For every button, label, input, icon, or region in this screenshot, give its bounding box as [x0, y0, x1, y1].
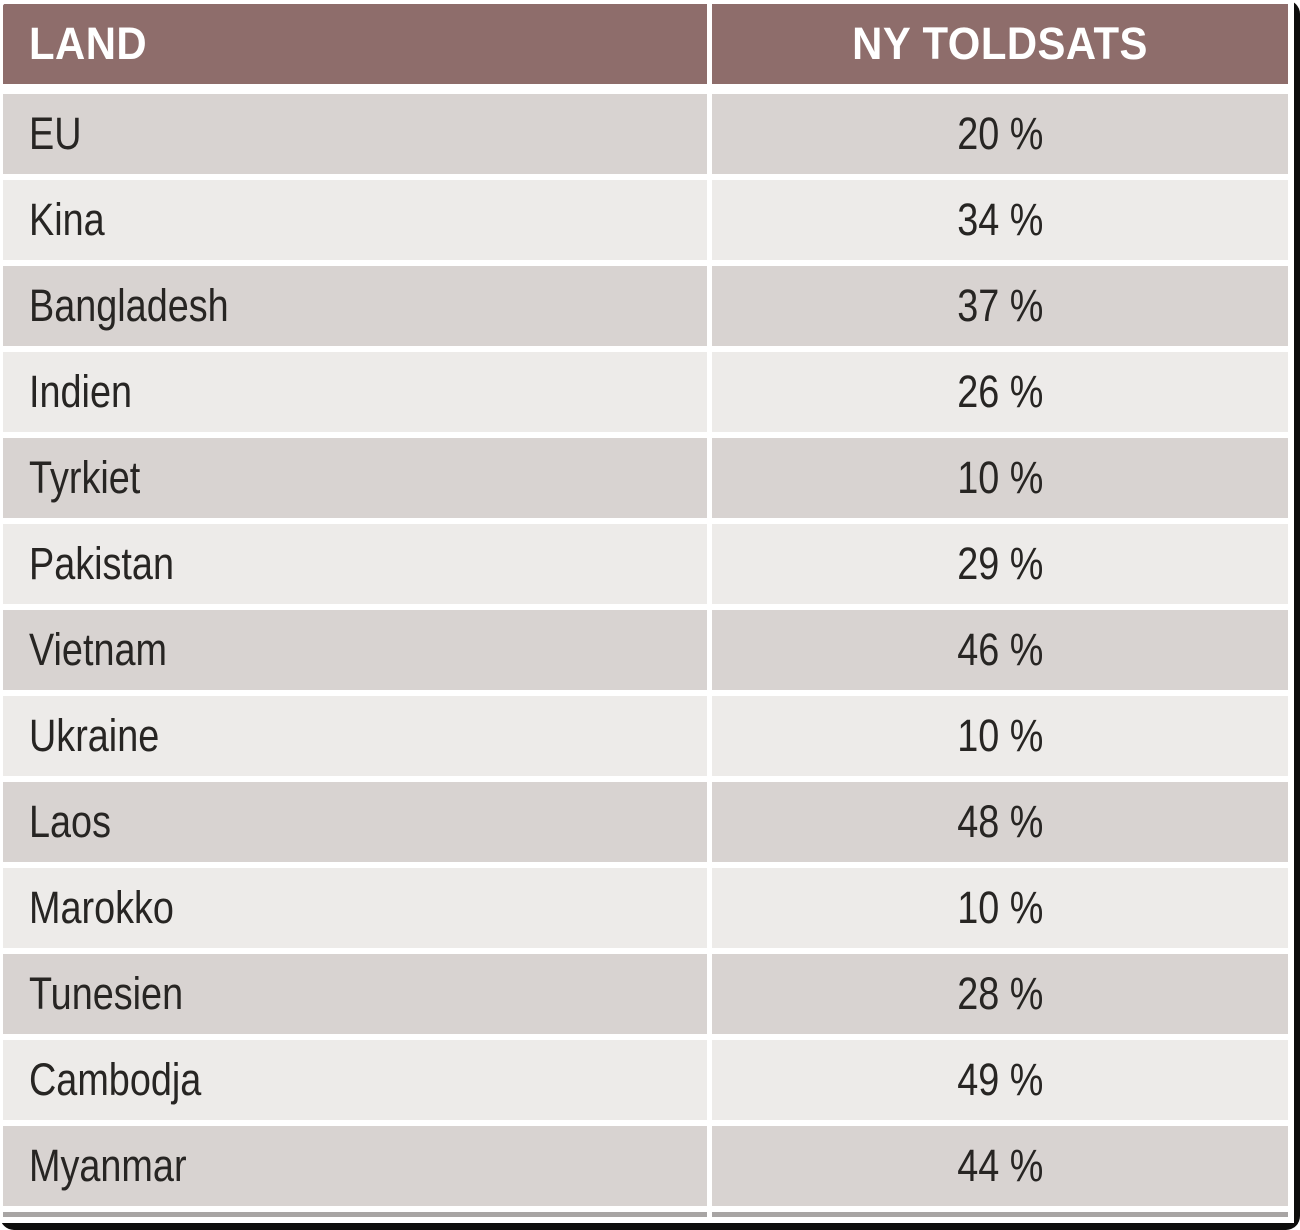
table-row: Kina 34 %: [3, 180, 1288, 260]
tariff-cell: 10 %: [712, 868, 1288, 948]
tariff-cell: 29 %: [712, 524, 1288, 604]
table-row: Marokko 10 %: [3, 868, 1288, 948]
tariff-value: 37 %: [956, 280, 1044, 331]
tariff-value: 49 %: [956, 1054, 1044, 1105]
tariff-value: 26 %: [956, 366, 1044, 417]
country-cell: Vietnam: [3, 610, 707, 690]
country-cell: Pakistan: [3, 524, 707, 604]
cropped-next-row-rate-cell: [712, 1212, 1288, 1217]
country-cell: Kina: [3, 180, 707, 260]
tariff-cell: 28 %: [712, 954, 1288, 1034]
table-bottom-border: [0, 1223, 1300, 1230]
table-row: Laos 48 %: [3, 782, 1288, 862]
country-label: Myanmar: [29, 1140, 187, 1191]
country-cell: Laos: [3, 782, 707, 862]
tariff-cell: 49 %: [712, 1040, 1288, 1120]
country-label: Pakistan: [29, 538, 174, 589]
table-right-border: [1294, 0, 1300, 1230]
country-label: Indien: [29, 366, 132, 417]
table-row: Myanmar 44 %: [3, 1126, 1288, 1206]
table-row: Cambodja 49 %: [3, 1040, 1288, 1120]
country-cell: Bangladesh: [3, 266, 707, 346]
tariff-cell: 34 %: [712, 180, 1288, 260]
country-label: Tunesien: [29, 968, 184, 1019]
table-row: EU 20 %: [3, 94, 1288, 174]
country-cell: Marokko: [3, 868, 707, 948]
country-label: Marokko: [29, 882, 174, 933]
country-label: Laos: [29, 796, 111, 847]
country-cell: Ukraine: [3, 696, 707, 776]
tariff-value: 10 %: [956, 710, 1044, 761]
country-cell: Indien: [3, 352, 707, 432]
tariff-cell: 44 %: [712, 1126, 1288, 1206]
country-cell: Cambodja: [3, 1040, 707, 1120]
tariff-cell: 48 %: [712, 782, 1288, 862]
table-body: EU 20 % Kina 34 % Bangladesh 37 % Indien…: [3, 94, 1288, 1206]
country-cell: Myanmar: [3, 1126, 707, 1206]
tariff-value: 20 %: [956, 108, 1044, 159]
country-label: Ukraine: [29, 710, 160, 761]
table-row: Vietnam 46 %: [3, 610, 1288, 690]
tariff-value: 44 %: [956, 1140, 1044, 1191]
country-label: EU: [29, 108, 82, 159]
country-label: Cambodja: [29, 1054, 202, 1105]
tariff-cell: 37 %: [712, 266, 1288, 346]
table-row: Pakistan 29 %: [3, 524, 1288, 604]
tariff-value: 46 %: [956, 624, 1044, 675]
tariff-value: 34 %: [956, 194, 1044, 245]
cropped-next-row-land-cell: [3, 1212, 707, 1217]
table-row: Tyrkiet 10 %: [3, 438, 1288, 518]
tariff-value: 29 %: [956, 538, 1044, 589]
table-row: Tunesien 28 %: [3, 954, 1288, 1034]
column-header-land-label: LAND: [29, 18, 148, 69]
table-row: Indien 26 %: [3, 352, 1288, 432]
country-cell: EU: [3, 94, 707, 174]
tariff-cell: 10 %: [712, 438, 1288, 518]
tariff-value: 48 %: [956, 796, 1044, 847]
country-cell: Tyrkiet: [3, 438, 707, 518]
table-row: Bangladesh 37 %: [3, 266, 1288, 346]
country-label: Kina: [29, 194, 105, 245]
tariff-cell: 20 %: [712, 94, 1288, 174]
column-header-toldsats-label: NY TOLDSATS: [852, 18, 1148, 69]
table-header-row: LAND NY TOLDSATS: [3, 4, 1288, 84]
tariff-value: 10 %: [956, 882, 1044, 933]
tariff-cell: 26 %: [712, 352, 1288, 432]
column-header-toldsats: NY TOLDSATS: [712, 4, 1288, 84]
country-cell: Tunesien: [3, 954, 707, 1034]
country-label: Tyrkiet: [29, 452, 141, 503]
column-header-land: LAND: [3, 4, 707, 84]
tariff-value: 28 %: [956, 968, 1044, 1019]
country-label: Bangladesh: [29, 280, 229, 331]
cropped-next-row: [3, 1212, 1288, 1217]
tariff-table: LAND NY TOLDSATS EU 20 % Kina 34 % Bangl…: [3, 4, 1288, 1217]
tariff-cell: 46 %: [712, 610, 1288, 690]
country-label: Vietnam: [29, 624, 167, 675]
tariff-cell: 10 %: [712, 696, 1288, 776]
table-row: Ukraine 10 %: [3, 696, 1288, 776]
tariff-value: 10 %: [956, 452, 1044, 503]
